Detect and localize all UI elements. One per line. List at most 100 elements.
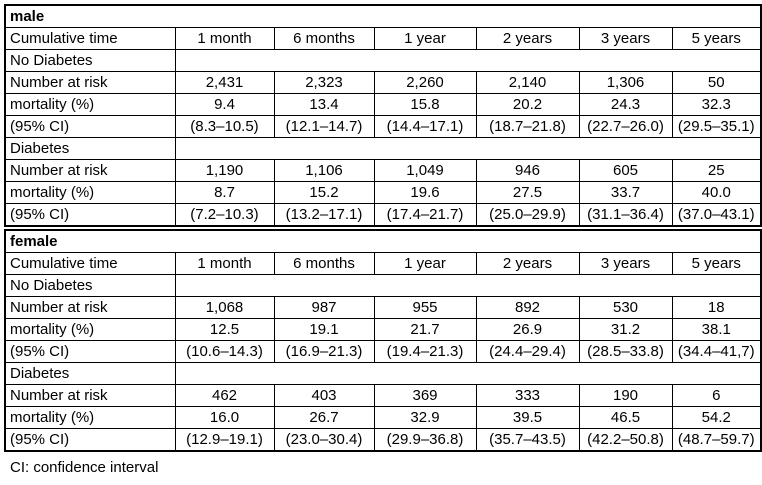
cell-value: (37.0–43.1) [671, 203, 762, 227]
row-label: (95% CI) [4, 340, 176, 363]
cell-value: 1,106 [273, 159, 375, 182]
time-header: 5 years [671, 252, 762, 275]
group-label-row: No Diabetes [4, 274, 762, 297]
group-label-row: No Diabetes [4, 49, 762, 72]
cell-value: (29.9–36.8) [373, 428, 477, 452]
time-header: 1 year [373, 27, 477, 50]
cell-value: (28.5–33.8) [578, 340, 673, 363]
row-number-at-risk: Number at risk 2,431 2,323 2,260 2,140 1,306 5… [4, 71, 762, 94]
row-label: Number at risk [4, 159, 176, 182]
time-header-row: Cumulative time 1 month 6 months 1 year 2 ye… [4, 252, 762, 275]
time-header: 1 month [174, 252, 275, 275]
row-ci: (95% CI) (12.9–19.1) (23.0–30.4) (29.9–36.8… [4, 428, 762, 452]
section-title-row: female [4, 229, 762, 253]
cell-value: 1,068 [174, 296, 275, 319]
row-number-at-risk: Number at risk 1,068 987 955 892 530 18 [4, 296, 762, 319]
cell-value: (24.4–29.4) [475, 340, 580, 363]
cell-value: (42.2–50.8) [578, 428, 673, 452]
row-label: (95% CI) [4, 203, 176, 227]
cell-value: (13.2–17.1) [273, 203, 375, 227]
cell-value: (17.4–21.7) [373, 203, 477, 227]
cell-value: 19.6 [373, 181, 477, 204]
cell-value: 15.2 [273, 181, 375, 204]
cell-value: (8.3–10.5) [174, 115, 275, 138]
cell-value: 462 [174, 384, 275, 407]
row-mortality: mortality (%) 8.7 15.2 19.6 27.5 33.7 40.0 [4, 181, 762, 204]
cell-value: 20.2 [475, 93, 580, 116]
row-ci: (95% CI) (7.2–10.3) (13.2–17.1) (17.4–21.7)… [4, 203, 762, 227]
cell-value: (25.0–29.9) [475, 203, 580, 227]
cell-value: 1,190 [174, 159, 275, 182]
row-label-cumulative-time: Cumulative time [4, 252, 176, 275]
cell-value: 27.5 [475, 181, 580, 204]
cell-value: (14.4–17.1) [373, 115, 477, 138]
cell-value: 2,260 [373, 71, 477, 94]
cell-value: 16.0 [174, 406, 275, 429]
time-header: 3 years [578, 252, 673, 275]
cell-value: 1,049 [373, 159, 477, 182]
cell-value: 2,431 [174, 71, 275, 94]
cell-value: 46.5 [578, 406, 673, 429]
cell-value: 955 [373, 296, 477, 319]
cell-value: (10.6–14.3) [174, 340, 275, 363]
cell-value: 25 [671, 159, 762, 182]
cell-value: (16.9–21.3) [273, 340, 375, 363]
footnote: CI: confidence interval [10, 459, 159, 476]
group-label-row: Diabetes [4, 137, 762, 160]
cell-value: 946 [475, 159, 580, 182]
time-header: 1 year [373, 252, 477, 275]
cell-value: (22.7–26.0) [578, 115, 673, 138]
cell-value: (29.5–35.1) [671, 115, 762, 138]
row-label: (95% CI) [4, 115, 176, 138]
cell-value: 2,323 [273, 71, 375, 94]
group-label: No Diabetes [4, 49, 176, 72]
row-label: mortality (%) [4, 406, 176, 429]
cell-value: (34.4–41,7) [671, 340, 762, 363]
cell-value: 24.3 [578, 93, 673, 116]
time-header: 6 months [273, 27, 375, 50]
group-row-spacer [174, 274, 762, 297]
group-label: Diabetes [4, 137, 176, 160]
cell-value: (35.7–43.5) [475, 428, 580, 452]
section-table-1: female Cumulative time 1 month 6 months 1 ye… [4, 229, 762, 452]
cell-value: 33.7 [578, 181, 673, 204]
cell-value: 32.3 [671, 93, 762, 116]
cell-value: 1,306 [578, 71, 673, 94]
row-number-at-risk: Number at risk 1,190 1,106 1,049 946 605 25 [4, 159, 762, 182]
time-header: 5 years [671, 27, 762, 50]
cell-value: 8.7 [174, 181, 275, 204]
cell-value: 32.9 [373, 406, 477, 429]
row-label: mortality (%) [4, 181, 176, 204]
group-row-spacer [174, 49, 762, 72]
cell-value: 19.1 [273, 318, 375, 341]
cell-value: (12.9–19.1) [174, 428, 275, 452]
time-header: 2 years [475, 27, 580, 50]
row-ci: (95% CI) (10.6–14.3) (16.9–21.3) (19.4–21.3… [4, 340, 762, 363]
cell-value: 12.5 [174, 318, 275, 341]
cell-value: 54.2 [671, 406, 762, 429]
cell-value: (12.1–14.7) [273, 115, 375, 138]
section-title: male [4, 4, 762, 28]
cell-value: (48.7–59.7) [671, 428, 762, 452]
section-title-row: male [4, 4, 762, 28]
cell-value: 892 [475, 296, 580, 319]
cell-value: 9.4 [174, 93, 275, 116]
row-label-cumulative-time: Cumulative time [4, 27, 176, 50]
group-label-row: Diabetes [4, 362, 762, 385]
cell-value: 369 [373, 384, 477, 407]
row-mortality: mortality (%) 16.0 26.7 32.9 39.5 46.5 54.2 [4, 406, 762, 429]
cell-value: 987 [273, 296, 375, 319]
cell-value: 50 [671, 71, 762, 94]
row-label: (95% CI) [4, 428, 176, 452]
cell-value: (7.2–10.3) [174, 203, 275, 227]
row-label: Number at risk [4, 71, 176, 94]
cell-value: 190 [578, 384, 673, 407]
cell-value: 26.9 [475, 318, 580, 341]
time-header: 6 months [273, 252, 375, 275]
cell-value: 39.5 [475, 406, 580, 429]
cell-value: 13.4 [273, 93, 375, 116]
group-row-spacer [174, 137, 762, 160]
row-ci: (95% CI) (8.3–10.5) (12.1–14.7) (14.4–17.1)… [4, 115, 762, 138]
cell-value: 26.7 [273, 406, 375, 429]
